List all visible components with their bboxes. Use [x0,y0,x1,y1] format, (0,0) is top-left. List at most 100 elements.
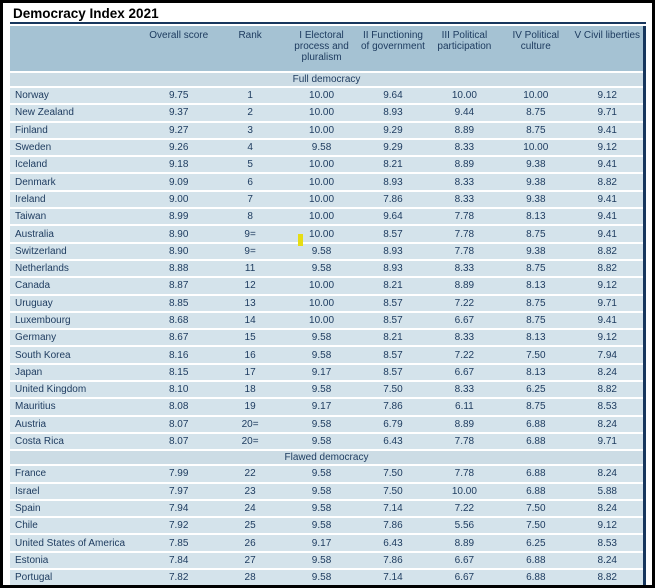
value-cell: 7.50 [357,465,429,484]
col-header-participation: III Political participation [428,26,501,73]
value-cell: 8.08 [142,398,215,417]
value-cell: 9.75 [142,87,215,106]
table-row: Mauritius 8.08 19 9.17 7.86 6.11 8.75 8.53 [10,398,643,417]
value-cell: 8.93 [357,259,429,279]
value-cell: 7.78 [428,225,501,244]
value-cell: 7.78 [428,242,501,261]
country-cell: Taiwan [10,208,143,227]
value-cell: 9.58 [285,569,358,585]
country-cell: Mauritius [10,398,143,417]
value-cell: 9.12 [571,138,643,158]
value-cell: 7.78 [428,465,501,484]
table-header-row: Overall score Rank I Electoral process a… [10,26,643,73]
country-cell: Uruguay [10,294,143,313]
value-cell: 10.00 [285,156,358,175]
value-cell: 8.13 [500,208,572,227]
democracy-table: Overall score Rank I Electoral process a… [10,26,643,585]
value-cell: 9.12 [571,329,643,348]
value-cell: 8.53 [571,534,643,553]
title-underline [10,22,646,24]
value-cell: 6.67 [428,569,501,585]
value-cell: 6 [214,173,286,192]
value-cell: 6.43 [357,534,429,553]
value-cell: 9.58 [285,242,358,261]
value-cell: 8.89 [428,415,501,434]
col-header-civil-liberties: V Civil liberties [571,26,643,73]
table-row: New Zealand 9.37 2 10.00 8.93 9.44 8.75 9.71 [10,104,643,123]
table-row: Chile 7.92 25 9.58 7.86 5.56 7.50 9.12 [10,517,643,536]
value-cell: 8.10 [142,381,215,400]
value-cell: 9.27 [142,121,215,140]
page-title: Democracy Index 2021 [13,6,159,21]
value-cell: 8.75 [500,225,572,244]
value-cell: 7.50 [357,381,429,400]
value-cell: 8.07 [142,432,215,452]
table-wrap: Overall score Rank I Electoral process a… [10,26,646,585]
country-cell: United Kingdom [10,381,143,400]
value-cell: 7.22 [428,499,501,519]
value-cell: 9.18 [142,156,215,175]
value-cell: 6.67 [428,363,501,383]
value-cell: 8.13 [500,329,572,348]
value-cell: 10.00 [285,104,358,123]
value-cell: 8.33 [428,259,501,279]
value-cell: 22 [214,465,286,484]
value-cell: 4 [214,138,286,158]
table-row: Australia 8.90 9= 10.00 8.57 7.78 8.75 9.41 [10,225,643,244]
value-cell: 9.41 [571,156,643,175]
value-cell: 6.88 [500,415,572,434]
value-cell: 6.25 [500,534,572,553]
table-row: Taiwan 8.99 8 10.00 9.64 7.78 8.13 9.41 [10,208,643,227]
value-cell: 8.75 [500,294,572,313]
value-cell: 8 [214,208,286,227]
value-cell: 10.00 [285,225,358,244]
value-cell: 7.82 [142,569,215,585]
country-cell: Austria [10,415,143,434]
value-cell: 9.38 [500,173,572,192]
col-header-overall-score: Overall score [142,26,215,73]
value-cell: 8.33 [428,381,501,400]
table-row: Denmark 9.09 6 10.00 8.93 8.33 9.38 8.82 [10,173,643,192]
value-cell: 6.25 [500,381,572,400]
value-cell: 8.87 [142,277,215,296]
value-cell: 8.82 [571,242,643,261]
table-row: Spain 7.94 24 9.58 7.14 7.22 7.50 8.24 [10,499,643,519]
value-cell: 8.93 [357,173,429,192]
value-cell: 8.88 [142,259,215,279]
value-cell: 8.85 [142,294,215,313]
value-cell: 6.43 [357,432,429,452]
value-cell: 6.88 [500,569,572,585]
value-cell: 10.00 [285,121,358,140]
value-cell: 7.85 [142,534,215,553]
country-cell: Netherlands [10,259,143,279]
value-cell: 8.75 [500,121,572,140]
value-cell: 8.82 [571,259,643,279]
value-cell: 7.99 [142,465,215,484]
value-cell: 8.75 [500,259,572,279]
value-cell: 16 [214,346,286,365]
value-cell: 8.89 [428,277,501,296]
value-cell: 8.13 [500,363,572,383]
value-cell: 8.57 [357,294,429,313]
value-cell: 9.58 [285,346,358,365]
value-cell: 9.64 [357,87,429,106]
col-header-country [10,26,143,73]
value-cell: 7.50 [500,517,572,536]
value-cell: 8.21 [357,277,429,296]
table-row: Canada 8.87 12 10.00 8.21 8.89 8.13 9.12 [10,277,643,296]
value-cell: 9.58 [285,551,358,571]
value-cell: 8.24 [571,465,643,484]
value-cell: 7.94 [142,499,215,519]
value-cell: 9.17 [285,534,358,553]
value-cell: 14 [214,311,286,331]
value-cell: 1 [214,87,286,106]
value-cell: 9.12 [571,517,643,536]
value-cell: 13 [214,294,286,313]
country-cell: Portugal [10,569,143,585]
value-cell: 6.67 [428,311,501,331]
table-row: South Korea 8.16 16 9.58 8.57 7.22 7.50 7.94 [10,346,643,365]
value-cell: 10.00 [500,87,572,106]
value-cell: 8.75 [500,104,572,123]
value-cell: 8.21 [357,329,429,348]
